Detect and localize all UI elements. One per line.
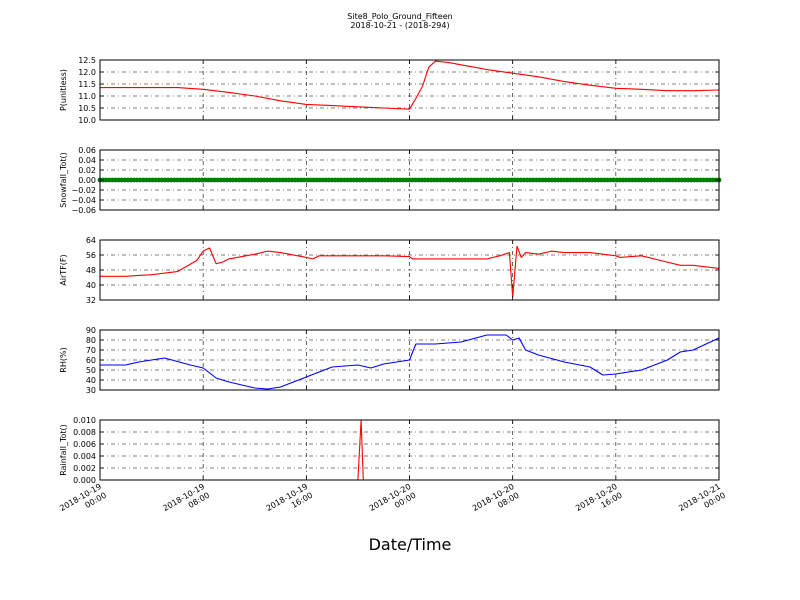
y-tick-label: 0.00 <box>78 176 96 185</box>
data-line <box>100 60 720 110</box>
y-tick-label: 0.002 <box>73 464 96 473</box>
y-tick-label: 40 <box>86 281 96 290</box>
panel-1 <box>99 59 720 121</box>
chart-title: Site8_Polo_Ground_Fifteen <box>347 12 453 21</box>
y-tick-label: 12.0 <box>78 68 96 77</box>
chart-subtitle: 2018-10-21 - (2018-294) <box>350 21 450 30</box>
y-tick-label: 10.0 <box>78 116 96 125</box>
y-tick-label: 40 <box>86 376 96 385</box>
y-tick-label: 0.04 <box>78 156 96 165</box>
y-tick-label: 11.5 <box>78 80 96 89</box>
y-tick-label: 0.008 <box>73 428 96 437</box>
y-tick-label: 0.000 <box>73 476 96 485</box>
y-tick-label: 11.0 <box>78 92 96 101</box>
y-tick-label: −0.04 <box>71 196 96 205</box>
data-line <box>100 334 720 390</box>
y-axis-label: Snowfall_Tot() <box>59 152 68 208</box>
y-tick-label: 48 <box>86 266 96 275</box>
panel-4 <box>99 329 720 391</box>
y-tick-label: 70 <box>86 346 96 355</box>
y-tick-label: 0.004 <box>73 452 96 461</box>
y-tick-label: −0.06 <box>71 206 96 215</box>
y-tick-label: 30 <box>86 386 96 395</box>
y-tick-label: 80 <box>86 336 96 345</box>
y-axis-label: Rainfall_Tot() <box>59 424 68 476</box>
data-line <box>100 245 720 298</box>
panel-3 <box>99 239 720 301</box>
y-tick-label: 0.06 <box>78 146 96 155</box>
y-tick-label: 56 <box>86 251 96 260</box>
y-tick-label: 12.5 <box>78 56 96 65</box>
y-tick-label: 0.02 <box>78 166 96 175</box>
panel-5 <box>99 419 720 481</box>
y-tick-label: 10.5 <box>78 104 96 113</box>
y-tick-label: 0.006 <box>73 440 96 449</box>
y-tick-label: 60 <box>86 356 96 365</box>
panel-2 <box>97 149 722 211</box>
y-axis-label: AirTF(F) <box>59 254 68 285</box>
y-axis-label: RH(%) <box>59 347 68 372</box>
y-tick-label: 50 <box>86 366 96 375</box>
y-tick-label: 90 <box>86 326 96 335</box>
y-tick-label: 64 <box>86 236 96 245</box>
y-tick-label: 0.010 <box>73 416 96 425</box>
y-tick-label: 32 <box>86 296 96 305</box>
x-axis-label: Date/Time <box>369 535 452 554</box>
y-tick-label: −0.02 <box>71 186 96 195</box>
y-axis-label: P(unitless) <box>59 69 68 111</box>
